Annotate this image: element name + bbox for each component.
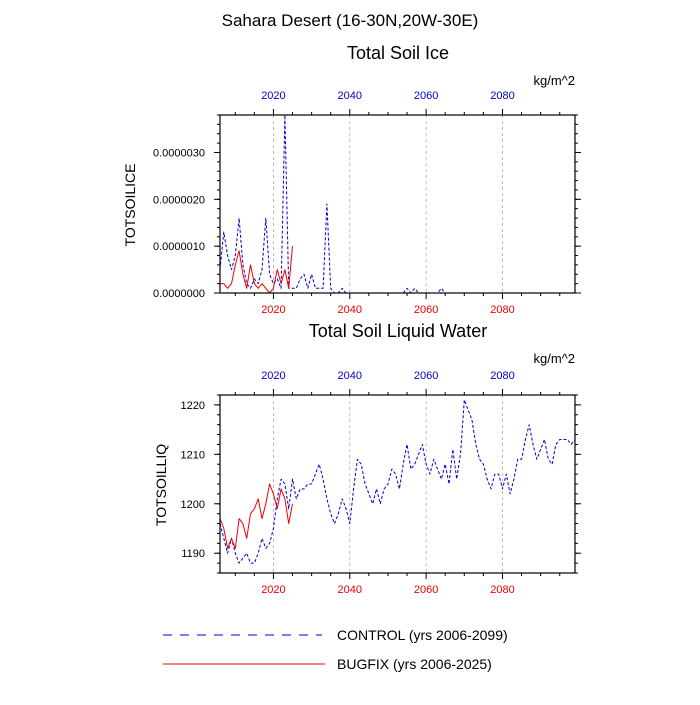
y-tick-label: 0.0000030: [153, 147, 205, 159]
x-tick-label-bottom: 2080: [490, 584, 514, 596]
x-tick-label-bottom: 2080: [490, 304, 514, 316]
legend-control-label: CONTROL (yrs 2006-2099): [337, 627, 508, 643]
plot-frame: [219, 114, 576, 294]
y-tick-label: 1200: [181, 499, 205, 511]
page-title: Sahara Desert (16-30N,20W-30E): [222, 11, 479, 30]
x-tick-label-top: 2060: [414, 90, 438, 102]
panel-1-units: kg/m^2: [533, 73, 575, 88]
x-tick-label-bottom: 2040: [338, 304, 362, 316]
x-tick-label-top: 2040: [338, 90, 362, 102]
series-bugfix-line: [219, 483, 293, 549]
panel-1-ylabel: TOTSOILICE: [122, 164, 138, 247]
x-tick-label-top: 2080: [490, 90, 514, 102]
panel-1-plot: 2020 2020 2040 2040 2060 2060 2080 2080 0.000000…: [153, 90, 581, 316]
y-tick-label: 1220: [181, 400, 205, 412]
y-tick-label: 0.0000020: [153, 194, 205, 206]
y-tick-label: 0.0000000: [153, 288, 205, 300]
x-tick-label-top: 2020: [261, 370, 285, 382]
y-tick-label: 0.0000010: [153, 241, 205, 253]
series-control-line: [219, 399, 576, 564]
series-bugfix-line: [220, 246, 293, 294]
panel-1-title: Total Soil Ice: [347, 43, 449, 63]
legend-bugfix-label: BUGFIX (yrs 2006-2025): [337, 656, 492, 672]
x-tick-label-top: 2080: [490, 370, 514, 382]
x-tick-label-bottom: 2020: [261, 304, 285, 316]
x-tick-label-top: 2060: [414, 370, 438, 382]
x-tick-label-bottom: 2040: [338, 584, 362, 596]
legend: CONTROL (yrs 2006-2099) BUGFIX (yrs 2006…: [163, 627, 508, 672]
y-tick-label: 1210: [181, 449, 205, 461]
x-tick-label-top: 2040: [338, 370, 362, 382]
x-tick-label-bottom: 2020: [261, 584, 285, 596]
y-tick-label: 1190: [181, 548, 205, 560]
x-tick-label-top: 2020: [261, 90, 285, 102]
panel-2-title: Total Soil Liquid Water: [309, 321, 487, 341]
panel-2-ylabel: TOTSOILLIQ: [153, 444, 169, 526]
x-tick-label-bottom: 2060: [414, 304, 438, 316]
x-tick-label-bottom: 2060: [414, 584, 438, 596]
panel-2-plot: 2020 2020 2040 2040 2060 2060 2080 2080 1190 1200…: [181, 370, 581, 596]
panel-2-units: kg/m^2: [533, 351, 575, 366]
